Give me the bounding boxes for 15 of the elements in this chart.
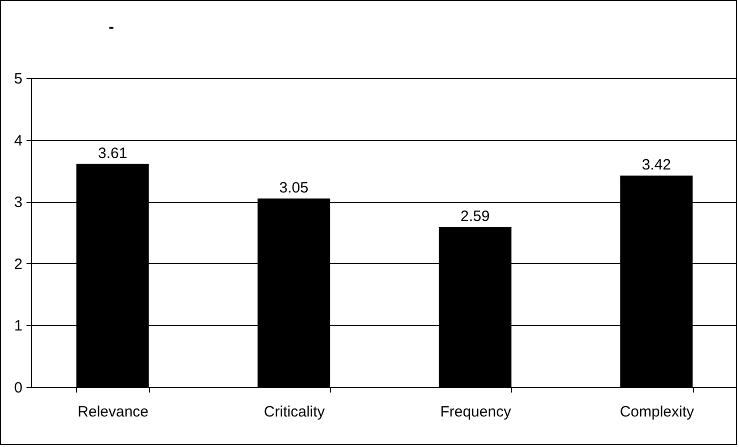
y-tick-label: 2 (14, 256, 22, 273)
y-tick-label: 0 (14, 380, 22, 396)
data-label: 3.61 (98, 144, 128, 162)
x-tick-label: Complexity (620, 404, 695, 420)
y-tick-label: 3 (14, 194, 22, 212)
y-tick-label: 4 (14, 132, 22, 150)
x-tick-label: Frequency (440, 404, 512, 420)
x-tick-label: Criticality (264, 404, 326, 420)
x-tick-label: Relevance (78, 404, 149, 420)
y-tick-label: 1 (14, 318, 22, 335)
y-tick-label: 5 (14, 70, 22, 88)
data-label: 3.05 (279, 180, 308, 197)
data-label: 3.42 (642, 156, 672, 174)
data-label: 2.59 (460, 208, 490, 225)
chart-title: - (108, 19, 114, 36)
